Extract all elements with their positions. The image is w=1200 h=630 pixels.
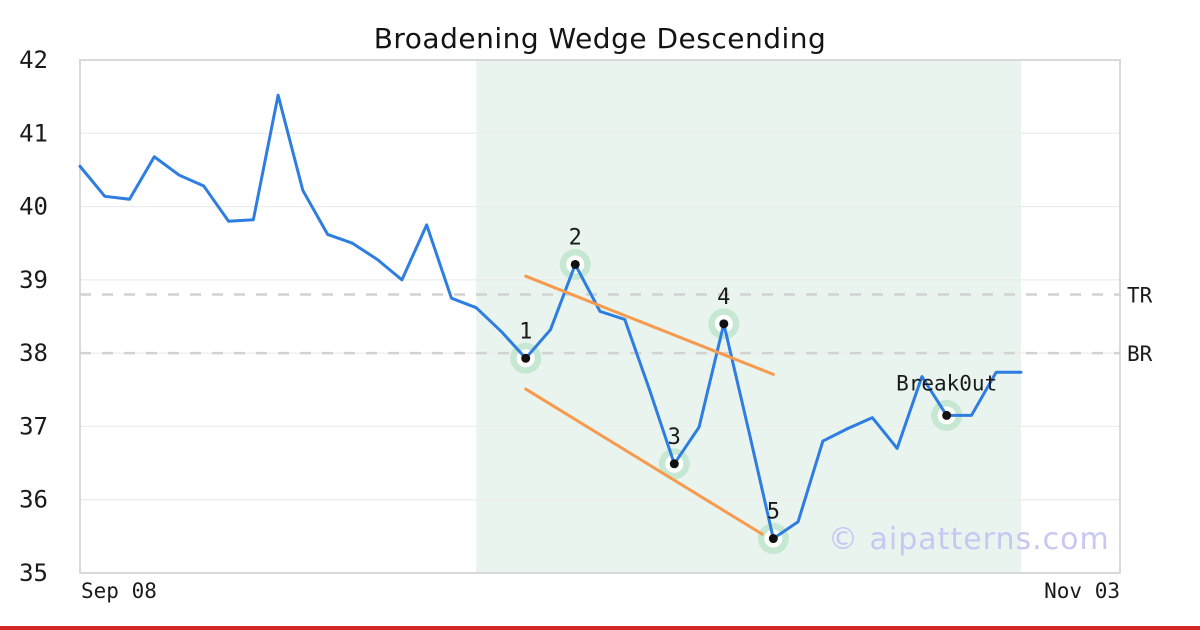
pattern-point-dot xyxy=(521,353,531,363)
watermark: © aipatterns.com xyxy=(828,522,1110,557)
y-tick-label: 42 xyxy=(19,46,48,74)
y-tick-label: 40 xyxy=(19,193,48,221)
price-line xyxy=(78,93,1023,541)
x-tick-label-end: Nov 03 xyxy=(1044,579,1120,603)
y-tick-label: 39 xyxy=(19,266,48,294)
x-tick-label-start: Sep 08 xyxy=(81,579,157,603)
y-tick-label: 38 xyxy=(19,339,48,367)
pattern-point-dot xyxy=(570,259,580,269)
chart-title: Broadening Wedge Descending xyxy=(373,22,827,55)
y-tick-label: 35 xyxy=(19,559,48,587)
y-tick-label: 37 xyxy=(19,412,48,440)
pattern-point-label-1: 1 xyxy=(519,319,532,344)
pattern-point-dot xyxy=(942,410,952,420)
pattern-point-dot xyxy=(719,319,729,329)
pattern-point-label-5: 5 xyxy=(767,500,780,525)
level-label-BR: BR xyxy=(1127,342,1153,366)
y-tick-label: 41 xyxy=(19,119,48,147)
bottom-accent-bar xyxy=(0,626,1200,630)
pattern-point-label-2: 2 xyxy=(569,225,582,250)
y-tick-label: 36 xyxy=(19,486,48,514)
plot-border xyxy=(79,59,1121,574)
pattern-point-dot xyxy=(669,459,679,469)
pattern-point-label-4: 4 xyxy=(717,285,730,310)
level-label-TR: TR xyxy=(1127,284,1153,308)
pattern-point-label-3: 3 xyxy=(668,425,681,450)
pattern-point-dot xyxy=(768,534,778,544)
trendline xyxy=(524,387,764,536)
pattern-point-label-Break0ut: Break0ut xyxy=(896,371,997,395)
trendline xyxy=(524,274,775,376)
pattern-zone-shade xyxy=(476,60,1021,573)
